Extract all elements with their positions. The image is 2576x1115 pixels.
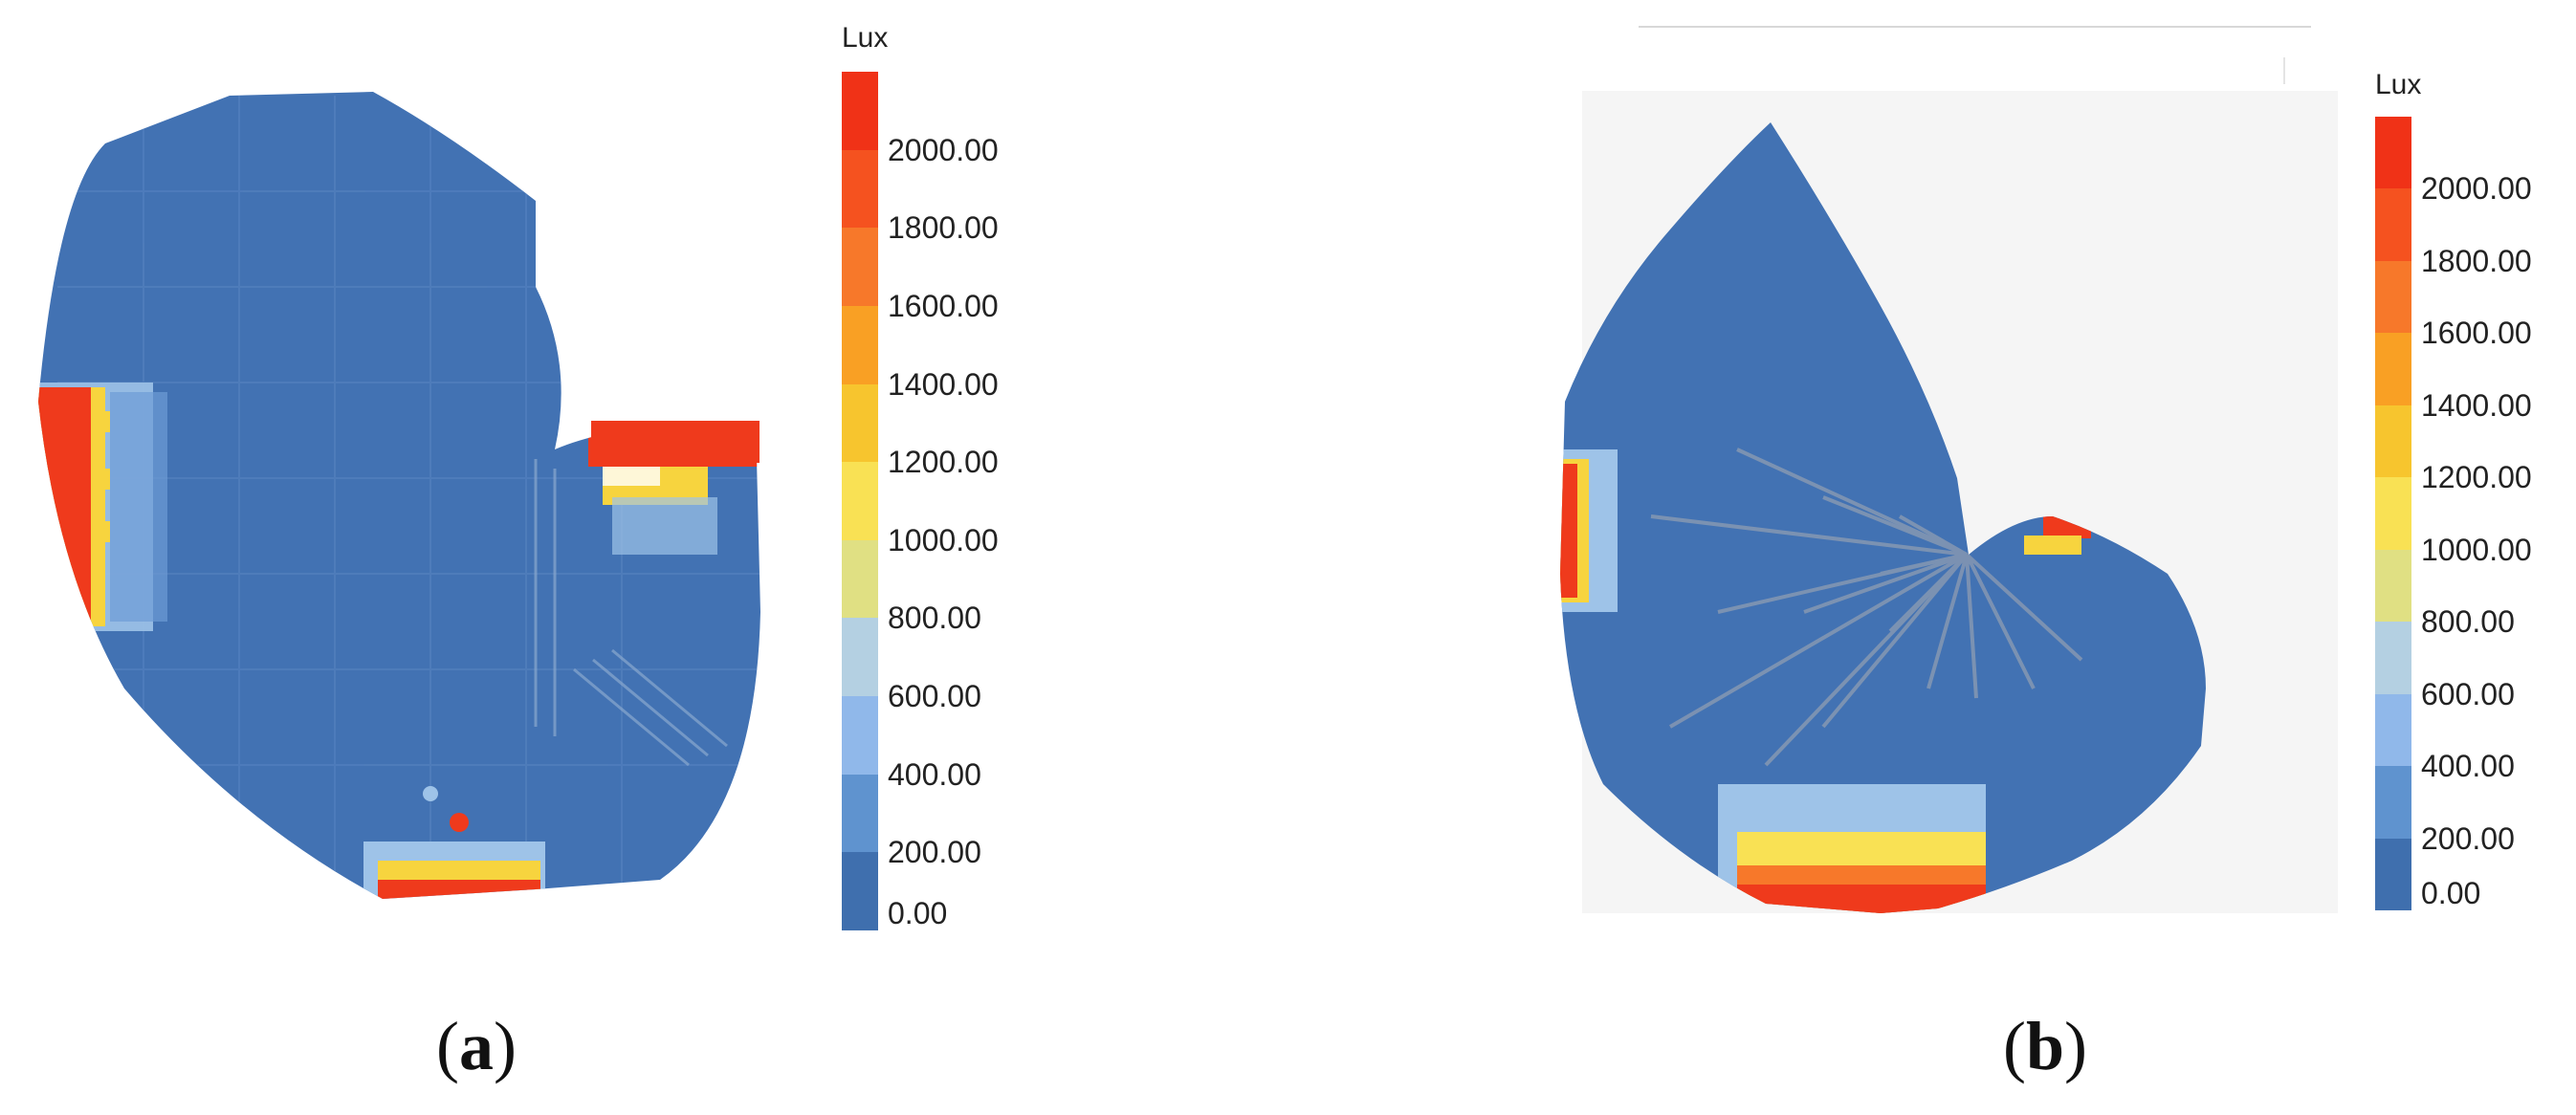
colorbar-tick-label: 400.00 [2421,749,2515,784]
colorbar-tick-label: 600.00 [2421,676,2515,711]
colorbar-tick-label: 400.00 [888,756,981,792]
colorbar-tick-label: 200.00 [2421,820,2515,856]
colorbar-segment [2375,693,2411,767]
colorbar-segment [842,72,878,151]
colorbar-b: Lux 2000.00 1800.00 1600.00 1400.00 1200.00 1… [2375,69,2532,911]
colorbar-tick-label: 1600.00 [2421,316,2532,351]
colorbar-tick-label: 1800.00 [2421,243,2532,278]
caption-letter: a [458,1008,494,1084]
colorbar-segment [842,852,878,931]
colorbar-tick-label: 1200.00 [888,445,999,480]
colorbar-tick-label: 2000.00 [888,132,999,167]
colorbar-segment [2375,260,2411,334]
colorbar-segment [2375,333,2411,406]
colorbar-segment [2375,549,2411,623]
colorbar-segment [2375,766,2411,840]
colorbar-segment [2375,622,2411,695]
colorbar-tick-label: 1400.00 [888,366,999,402]
colorbar-tick-label: 1400.00 [2421,387,2532,423]
colorbar-unit-label: Lux [2375,69,2422,100]
colorbar-tick-label: 2000.00 [2421,171,2532,207]
caption-letter: b [2025,1008,2065,1084]
colorbar-segment [842,305,878,385]
colorbar-segment [842,149,878,229]
colorbar-segment [842,228,878,307]
colorbar-segment [842,539,878,619]
colorbar-tick-label: 1000.00 [2421,532,2532,567]
colorbar-tick-label: 1200.00 [2421,460,2532,495]
colorbar-tick-label: 200.00 [888,835,981,870]
colorbar-unit-label: Lux [842,22,889,54]
illuminance-map-a [38,92,760,899]
colorbar-tick-label: 1800.00 [888,210,999,246]
colorbar-segment [842,462,878,541]
colorbar-tick-label: 0.00 [888,896,948,930]
colorbar-tick-label: 800.00 [888,601,981,636]
panel-b: Lux 2000.00 1800.00 1600.00 1400.00 1200.00 1… [1288,0,2576,1115]
caption-b: (b) [2003,1008,2088,1084]
colorbar-segment [2375,404,2411,478]
colorbar-segment [842,383,878,463]
colorbar-segment [842,618,878,697]
panel-a: Lux 2000.00 1800.00 1600.00 1400.00 1200.00 1… [38,22,999,1084]
colorbar-segment [842,774,878,853]
colorbar-tick-label: 1000.00 [888,522,999,558]
caption-a: (a) [436,1008,517,1084]
illuminance-map-b [1560,26,2338,913]
colorbar-a: Lux 2000.00 1800.00 1600.00 1400.00 1200.00 1… [842,22,999,931]
colorbar-segment [2375,477,2411,551]
colorbar-segment [2375,838,2411,911]
colorbar-segment [2375,117,2411,189]
colorbar-tick-label: 600.00 [888,679,981,714]
colorbar-tick-label: 0.00 [2421,876,2481,910]
colorbar-segment [842,696,878,776]
colorbar-tick-label: 800.00 [2421,604,2515,640]
colorbar-tick-label: 1600.00 [888,288,999,323]
colorbar-segment [2375,188,2411,262]
